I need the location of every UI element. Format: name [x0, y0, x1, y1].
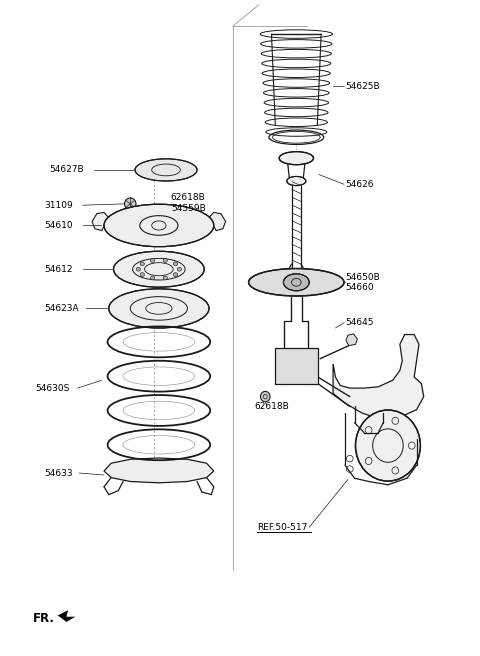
Ellipse shape: [114, 251, 204, 287]
Text: 62618B: 62618B: [254, 402, 289, 411]
Ellipse shape: [124, 198, 136, 210]
Ellipse shape: [140, 262, 144, 266]
Ellipse shape: [150, 276, 155, 280]
Text: 62618B: 62618B: [171, 193, 205, 202]
Text: 54610: 54610: [44, 221, 73, 230]
Ellipse shape: [163, 258, 168, 262]
Ellipse shape: [173, 273, 178, 277]
Text: 54660: 54660: [345, 283, 373, 292]
Text: 54626: 54626: [345, 180, 373, 189]
Ellipse shape: [135, 159, 197, 181]
Ellipse shape: [104, 204, 214, 247]
Text: 54645: 54645: [345, 318, 373, 327]
Text: 54650B: 54650B: [345, 272, 380, 281]
Ellipse shape: [287, 176, 306, 186]
Ellipse shape: [261, 392, 270, 402]
Text: 54612: 54612: [44, 265, 73, 274]
PathPatch shape: [104, 458, 214, 483]
Ellipse shape: [283, 274, 309, 291]
Text: 54633: 54633: [44, 468, 73, 478]
Ellipse shape: [140, 273, 144, 277]
Text: 54627B: 54627B: [49, 165, 84, 174]
Text: REF.50-517: REF.50-517: [257, 523, 308, 532]
Text: FR.: FR.: [33, 612, 54, 625]
Text: 54559B: 54559B: [171, 204, 205, 213]
Text: 31109: 31109: [44, 201, 73, 210]
Polygon shape: [346, 334, 358, 346]
Ellipse shape: [173, 262, 178, 266]
Polygon shape: [92, 213, 109, 231]
Ellipse shape: [150, 258, 155, 262]
Ellipse shape: [279, 152, 313, 165]
Polygon shape: [209, 213, 226, 231]
Text: 54630S: 54630S: [35, 384, 69, 392]
Ellipse shape: [136, 267, 141, 271]
Ellipse shape: [249, 268, 344, 296]
Polygon shape: [333, 335, 424, 419]
Text: 54625B: 54625B: [345, 82, 380, 91]
Ellipse shape: [177, 267, 181, 271]
Polygon shape: [58, 610, 75, 623]
FancyBboxPatch shape: [275, 348, 318, 384]
Text: 54623A: 54623A: [44, 304, 79, 313]
Ellipse shape: [163, 276, 168, 280]
Ellipse shape: [356, 410, 420, 481]
Ellipse shape: [285, 271, 307, 280]
Ellipse shape: [109, 289, 209, 328]
